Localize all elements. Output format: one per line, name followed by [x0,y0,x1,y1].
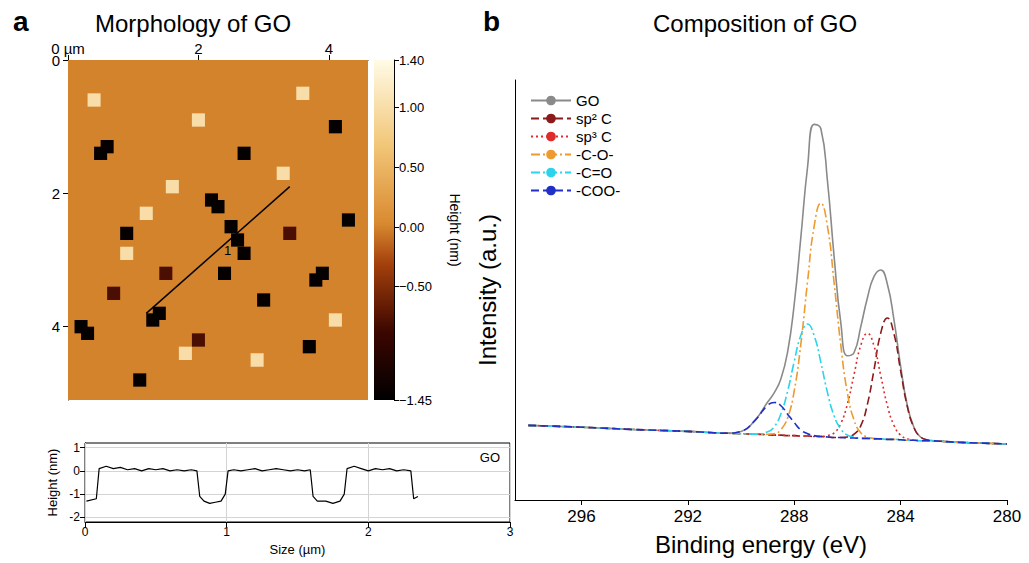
svg-text:3: 3 [507,525,514,539]
svg-text:1: 1 [73,441,80,455]
svg-text:-C-O-: -C-O- [576,146,614,163]
svg-text:0: 0 [51,51,60,69]
svg-text:GO: GO [480,450,500,465]
svg-text:0: 0 [73,464,80,478]
svg-text:-1: -1 [69,487,80,501]
svg-text:1.40: 1.40 [399,53,424,68]
svg-text:0: 0 [82,525,89,539]
svg-text:292: 292 [674,507,702,526]
svg-text:2: 2 [365,525,372,539]
svg-text:Binding energy (eV): Binding energy (eV) [655,531,867,558]
svg-text:sp³ C: sp³ C [576,128,612,145]
svg-text:-C=O: -C=O [576,164,612,181]
svg-text:0.50: 0.50 [399,160,424,175]
svg-text:-COO-: -COO- [576,182,620,199]
svg-text:a: a [13,6,29,37]
svg-text:Height (nm): Height (nm) [447,193,463,266]
svg-text:b: b [483,6,500,37]
svg-text:1.00: 1.00 [399,100,424,115]
svg-text:2: 2 [52,185,60,202]
svg-text:Composition of GO: Composition of GO [653,10,857,37]
svg-text:0 µm: 0 µm [51,40,85,57]
svg-text:0.00: 0.00 [399,220,424,235]
svg-text:Morphology of GO: Morphology of GO [95,10,291,37]
svg-text:Size (µm): Size (µm) [270,542,326,557]
svg-text:280: 280 [993,507,1021,526]
svg-text:284: 284 [886,507,914,526]
svg-text:-2: -2 [69,510,80,524]
svg-text:GO: GO [576,92,599,109]
svg-text:Intensity (a.u.): Intensity (a.u.) [474,214,501,366]
svg-text:1: 1 [223,525,230,539]
svg-text:288: 288 [780,507,808,526]
svg-text:Height (nm): Height (nm) [45,449,60,517]
svg-text:296: 296 [567,507,595,526]
svg-text:4: 4 [325,40,333,57]
svg-text:2: 2 [194,40,202,57]
svg-text:−0.50: −0.50 [399,279,432,294]
svg-text:4: 4 [52,318,60,335]
svg-text:−1.45: −1.45 [399,393,432,408]
svg-text:sp² C: sp² C [576,110,612,127]
svg-text:1: 1 [224,243,231,258]
